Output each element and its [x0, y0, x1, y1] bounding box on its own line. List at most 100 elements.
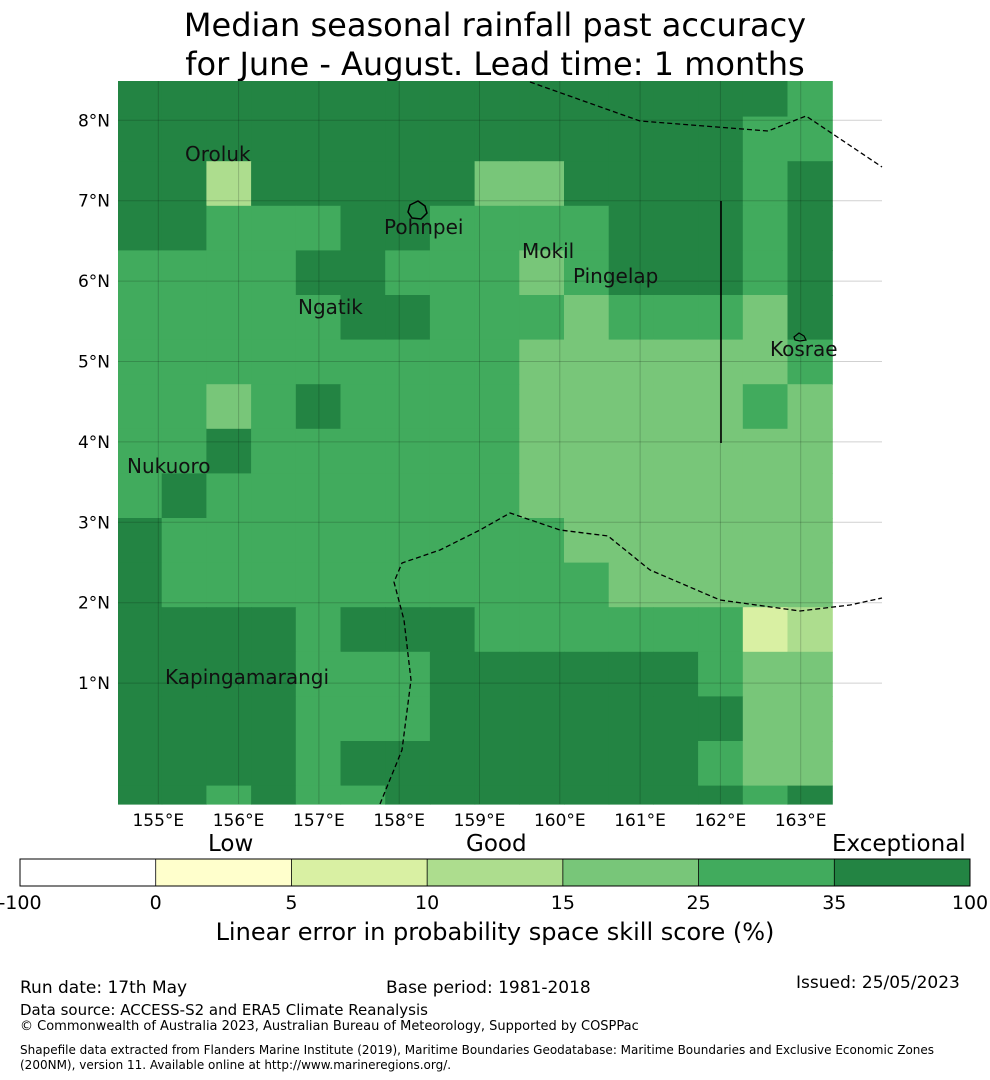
- grid-cell: [251, 607, 297, 653]
- grid-cell: [653, 741, 699, 787]
- grid-cell: [206, 607, 252, 653]
- grid-cell: [118, 473, 163, 519]
- grid-cell: [118, 428, 163, 474]
- longitude-tick-label: 163°E: [775, 811, 827, 831]
- grid-cell: [385, 81, 431, 118]
- colorbar-tick-label: 25: [686, 892, 710, 914]
- grid-cell: [474, 651, 520, 697]
- grid-cell: [385, 339, 431, 385]
- grid-cell: [385, 205, 431, 251]
- grid-cell: [698, 651, 744, 697]
- grid-cell: [564, 518, 610, 564]
- grid-cell: [429, 339, 476, 385]
- grid-cell: [787, 81, 833, 118]
- base-period: Base period: 1981-2018: [386, 978, 591, 998]
- grid-cell: [564, 81, 610, 118]
- grid-cell: [206, 428, 252, 474]
- grid-cell: [653, 339, 699, 385]
- grid-cell: [385, 562, 431, 608]
- grid-cell: [206, 295, 252, 341]
- grid-cell: [118, 562, 163, 608]
- grid-cell: [340, 339, 386, 385]
- grid-cell: [429, 607, 476, 653]
- grid-cell: [608, 741, 654, 787]
- grid-cell: [295, 295, 342, 341]
- grid-cell: [787, 384, 833, 430]
- grid-cell: [742, 81, 789, 118]
- grid-cell: [742, 696, 789, 742]
- grid-cell: [519, 81, 565, 118]
- skill-grid: [118, 81, 833, 805]
- longitude-tick-label: 159°E: [454, 811, 506, 831]
- grid-cell: [564, 562, 610, 608]
- colorbar-segment: [291, 859, 428, 886]
- grid-cell: [608, 250, 654, 296]
- grid-cell: [161, 473, 207, 519]
- grid-cell: [295, 741, 342, 787]
- grid-cell: [340, 785, 386, 805]
- grid-cell: [519, 473, 565, 519]
- issued-date: Issued: 25/05/2023: [796, 973, 960, 993]
- grid-cell: [608, 339, 654, 385]
- grid-cell: [251, 562, 297, 608]
- grid-cell: [385, 161, 431, 207]
- grid-cell: [161, 384, 207, 430]
- grid-cell: [251, 339, 297, 385]
- longitude-tick-label: 157°E: [293, 811, 345, 831]
- latitude-ticks: 8°N 7°N 6°N 5°N 4°N 3°N 2°N 1°N: [78, 111, 110, 694]
- grid-cell: [340, 473, 386, 519]
- grid-cell: [429, 785, 476, 805]
- grid-cell: [385, 741, 431, 787]
- grid-cell: [653, 428, 699, 474]
- longitude-tick-label: 160°E: [534, 811, 586, 831]
- grid-cell: [787, 562, 833, 608]
- longitude-tick-label: 162°E: [695, 811, 747, 831]
- grid-cell: [118, 607, 163, 653]
- grid-cell: [653, 384, 699, 430]
- grid-cell: [653, 295, 699, 341]
- kosrae-island-shape: [793, 332, 807, 342]
- colorbar-segment: [698, 859, 835, 886]
- grid-cell: [564, 339, 610, 385]
- place-label: Mokil: [522, 239, 574, 263]
- grid-cell: [295, 696, 342, 742]
- place-label: Pohnpei: [384, 215, 464, 239]
- colorbar-axis-title: Linear error in probability space skill …: [215, 918, 775, 946]
- grid-cell: [787, 250, 833, 296]
- grid-cell: [742, 562, 789, 608]
- grid-cell: [206, 473, 252, 519]
- grid-cell: [118, 741, 163, 787]
- latitude-tick-label: 2°N: [78, 594, 110, 614]
- grid-cell: [608, 607, 654, 653]
- grid-cell: [653, 250, 699, 296]
- grid-cell: [742, 518, 789, 564]
- grid-cell: [519, 518, 565, 564]
- grid-cell: [742, 384, 789, 430]
- grid-cell: [385, 473, 431, 519]
- grid-cell: [206, 81, 252, 118]
- grid-cell: [295, 339, 342, 385]
- place-label: Kosrae: [770, 337, 838, 361]
- grid-cell: [474, 428, 520, 474]
- grid-cell: [385, 428, 431, 474]
- grid-cell: [251, 384, 297, 430]
- grid-cell: [429, 428, 476, 474]
- grid-cell: [161, 607, 207, 653]
- grid-cell: [564, 607, 610, 653]
- place-label: Ngatik: [298, 295, 363, 319]
- colorbar-segment: [834, 859, 970, 886]
- shapefile-credit-line-2: (200NM), version 11. Available online at…: [20, 1058, 452, 1072]
- grid-cell: [698, 741, 744, 787]
- eez-boundary-south: [379, 512, 883, 805]
- grid-cell: [787, 205, 833, 251]
- grid-cell: [519, 339, 565, 385]
- grid-cell: [429, 205, 476, 251]
- place-label: Nukuoro: [127, 454, 211, 478]
- grid-cell: [608, 384, 654, 430]
- grid-cell: [474, 205, 520, 251]
- grid-cell: [787, 116, 833, 162]
- grid-cell: [653, 205, 699, 251]
- latitude-tick-label: 7°N: [78, 192, 110, 212]
- grid-cell: [742, 607, 789, 653]
- grid-cell: [251, 81, 297, 118]
